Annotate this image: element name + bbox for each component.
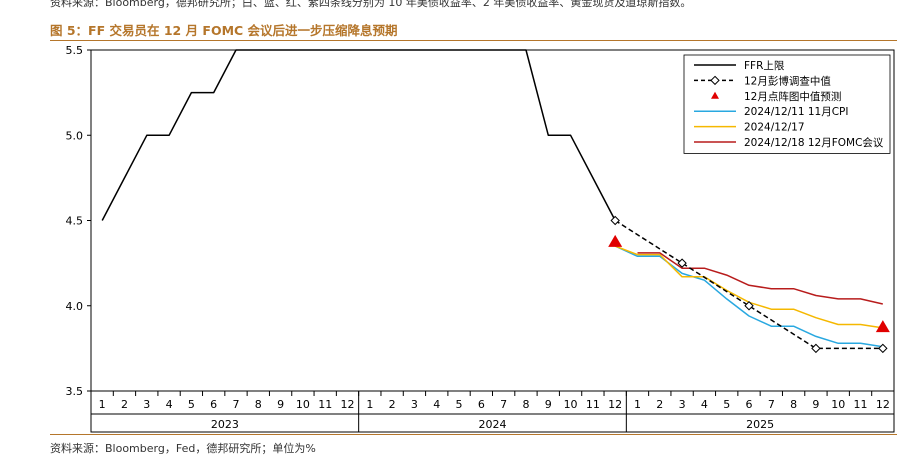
- survey-marker: [610, 215, 620, 226]
- x-tick-label: 5: [723, 398, 730, 411]
- survey-marker: [744, 301, 754, 311]
- y-tick-label: 3.5: [66, 385, 84, 398]
- x-tick-label: 8: [522, 398, 529, 411]
- legend-label: 2024/12/18 12月FOMC会议: [744, 136, 884, 149]
- dot-plot-marker: [608, 234, 623, 247]
- x-tick-label: 2: [389, 398, 396, 411]
- x-tick-label: 11: [586, 398, 600, 411]
- x-tick-label: 12: [608, 398, 622, 411]
- year-label: 2025: [746, 418, 774, 431]
- x-tick-label: 5: [188, 398, 195, 411]
- y-tick-label: 4.0: [66, 300, 84, 313]
- source-note: 资料来源：Bloomberg，Fed，德邦研究所；单位为%: [50, 442, 316, 455]
- x-tick-label: 4: [433, 398, 440, 411]
- x-tick-label: 10: [296, 398, 310, 411]
- year-label: 2023: [211, 418, 239, 431]
- x-tick-label: 1: [99, 398, 106, 411]
- legend-label: 2024/12/11 11月CPI: [744, 106, 848, 118]
- survey-marker: [811, 343, 821, 354]
- legend-marker: [711, 91, 719, 99]
- survey-marker: [878, 343, 888, 354]
- x-tick-label: 9: [545, 398, 552, 411]
- legend-label: 12月点阵图中值预测: [744, 90, 841, 103]
- x-tick-label: 7: [500, 398, 507, 411]
- x-tick-label: 10: [564, 398, 578, 411]
- x-tick-label: 10: [831, 398, 845, 411]
- x-tick-label: 11: [854, 398, 868, 411]
- dot-plot-marker: [875, 320, 890, 333]
- x-tick-label: 9: [812, 398, 819, 411]
- x-tick-label: 7: [232, 398, 239, 411]
- x-tick-label: 8: [255, 398, 262, 411]
- x-tick-label: 3: [411, 398, 418, 411]
- x-axis: 1 2 3 4 5 6 7 8 9 10 11 12 1 2 3 4 5 6 7 8 9 10 11 12 1 2 3 4 5 6 7 8 9 1…: [90, 391, 895, 432]
- legend-label: FFR上限: [744, 60, 785, 72]
- survey-marker: [677, 258, 687, 268]
- x-tick-label: 5: [456, 398, 463, 411]
- x-tick-label: 2: [121, 398, 128, 411]
- x-tick-label: 8: [790, 398, 797, 411]
- title-rule: [50, 40, 897, 41]
- x-tick-label: 4: [166, 398, 173, 411]
- y-axis: 5.5 5.0 4.5 4.0 3.5: [66, 44, 91, 398]
- footer-rule: [50, 434, 897, 435]
- top-note: 资料来源：Bloomberg，德邦研究所；白、蓝、红、紫四条线分别为 10 年美…: [50, 0, 692, 9]
- x-tick-label: 2: [656, 398, 663, 411]
- x-tick-label: 4: [701, 398, 708, 411]
- x-tick-label: 12: [341, 398, 355, 411]
- x-tick-label: 6: [746, 398, 753, 411]
- x-tick-label: 12: [876, 398, 890, 411]
- x-tick-label: 6: [478, 398, 485, 411]
- legend-box: [683, 54, 891, 154]
- figure-title: 图 5：FF 交易员在 12 月 FOMC 会议后进一步压缩降息预期: [50, 23, 398, 38]
- y-tick-label: 4.5: [66, 215, 84, 228]
- series-lines: [101, 49, 890, 354]
- year-label: 2024: [479, 418, 507, 431]
- y-tick-label: 5.0: [66, 129, 84, 142]
- x-tick-label: 9: [277, 398, 284, 411]
- chart: 5.55.04.54.03.5 1 2 3 4 5 6 7 8 9 10 11 12 1 2 3 4 5 6 7 8 9…: [66, 44, 895, 433]
- legend-label: 2024/12/17: [744, 122, 805, 134]
- x-tick-label: 3: [143, 398, 150, 411]
- x-tick-label: 6: [210, 398, 217, 411]
- legend-label: 12月彭博调查中值: [744, 74, 831, 87]
- series-line: [637, 252, 883, 305]
- series-line: [614, 219, 883, 350]
- series-line: [614, 245, 883, 348]
- x-tick-label: 7: [768, 398, 775, 411]
- legend: FFR上限 12月彭博调查中值 12月点阵图中值预测 2024/12/11 11月CP…: [683, 54, 891, 154]
- x-tick-label: 3: [679, 398, 686, 411]
- y-tick-label: 5.5: [66, 44, 84, 57]
- x-tick-label: 1: [366, 398, 373, 411]
- series-line: [101, 49, 616, 221]
- legend-marker: [710, 75, 720, 86]
- x-tick-label: 11: [318, 398, 332, 411]
- x-tick-label: 1: [634, 398, 641, 411]
